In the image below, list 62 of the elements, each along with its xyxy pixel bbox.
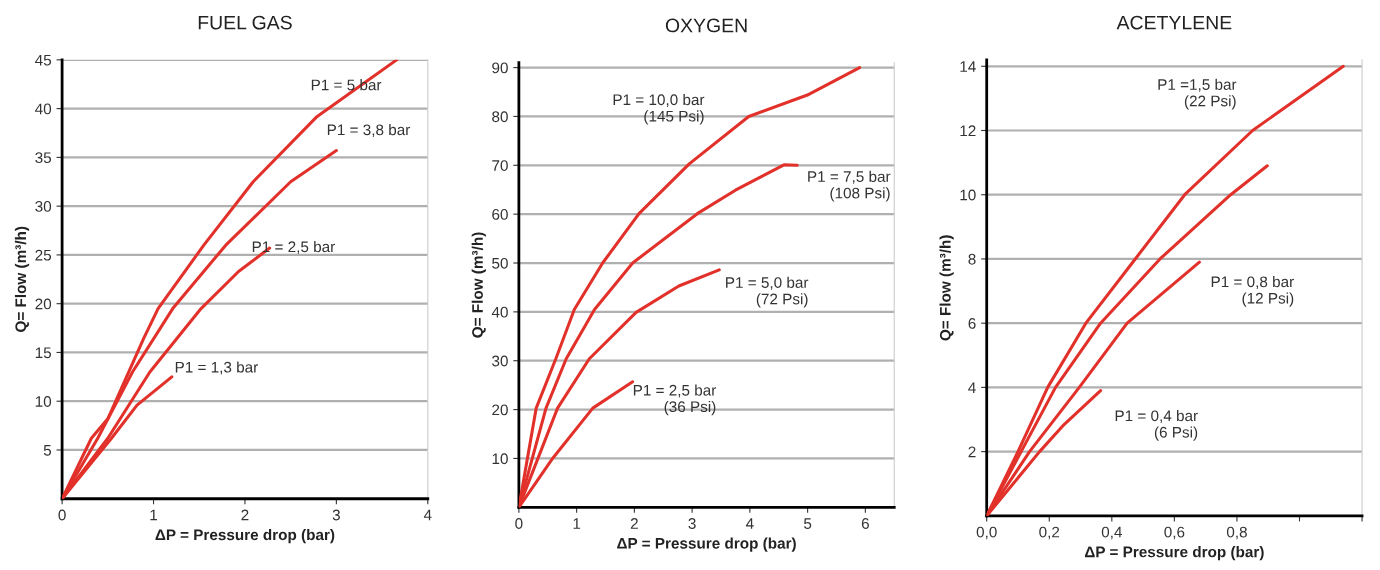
x-tick-label: 3 xyxy=(332,509,340,521)
y-tick-label: 25 xyxy=(35,249,52,261)
x-tick-label: 1 xyxy=(150,509,158,521)
x-axis-title: ΔP = Pressure drop (bar) xyxy=(155,528,335,544)
y-tick-label: 60 xyxy=(492,209,508,220)
x-tick-label: 0 xyxy=(515,518,523,529)
x-axis-title: ΔP = Pressure drop (bar) xyxy=(617,537,796,552)
series-label: P1 = 10,0 bar (145 Psi) xyxy=(613,93,705,125)
y-tick-label: 4 xyxy=(968,382,976,393)
y-axis-title: Q= Flow (m³/h) xyxy=(471,232,486,338)
series-label: P1 = 2,5 bar xyxy=(252,240,335,254)
y-axis-title: Q= Flow (m³/h) xyxy=(14,226,30,332)
y-tick-label: 35 xyxy=(35,152,52,164)
y-tick-label: 80 xyxy=(492,111,508,123)
y-tick-label: 15 xyxy=(35,347,52,359)
x-tick-label: 0 xyxy=(58,509,66,521)
y-tick-label: 10 xyxy=(960,189,976,201)
y-tick-label: 40 xyxy=(35,103,52,115)
x-tick-label: 5 xyxy=(803,518,812,529)
series-label: P1 = 0,4 bar (6 Psi) xyxy=(1115,409,1198,441)
y-tick-label: 30 xyxy=(492,355,508,367)
x-tick-label: 0,0 xyxy=(976,526,997,540)
chart-title: FUEL GAS xyxy=(198,15,292,30)
y-tick-label: 6 xyxy=(968,318,976,329)
y-tick-label: 8 xyxy=(968,253,976,265)
y-tick-label: 45 xyxy=(35,54,52,66)
y-tick-label: 30 xyxy=(35,201,52,212)
x-tick-label: 0,4 xyxy=(1101,526,1122,540)
y-tick-label: 20 xyxy=(492,404,508,416)
y-tick-label: 70 xyxy=(492,160,508,171)
series-label: P1 = 0,8 bar (12 Psi) xyxy=(1211,275,1294,307)
series-label: P1 = 1,3 bar xyxy=(175,361,258,375)
x-tick-label: 4 xyxy=(745,518,754,529)
x-tick-label: 0,8 xyxy=(1226,526,1247,540)
x-tick-label: 0,2 xyxy=(1039,526,1060,540)
x-tick-label: 2 xyxy=(241,509,249,521)
y-tick-label: 50 xyxy=(492,257,508,269)
chart-title: OXYGEN xyxy=(665,18,747,33)
x-tick-label: 6 xyxy=(861,518,869,529)
x-tick-label: 4 xyxy=(423,509,432,521)
y-tick-label: 20 xyxy=(35,298,52,310)
y-tick-label: 10 xyxy=(492,453,508,465)
y-tick-label: 90 xyxy=(492,62,508,74)
x-axis-title: ΔP = Pressure drop (bar) xyxy=(1084,546,1264,561)
y-tick-label: 2 xyxy=(968,446,976,458)
series-label: P1 = 5,0 bar (72 Psi) xyxy=(726,276,809,308)
series-label: P1 =1,5 bar (22 Psi) xyxy=(1158,78,1237,110)
y-tick-label: 40 xyxy=(491,306,508,318)
y-tick-label: 10 xyxy=(35,396,52,407)
series-label: P1 = 5 bar xyxy=(311,79,382,91)
y-axis-title: Q= Flow (m³/h) xyxy=(939,235,954,341)
y-tick-label: 12 xyxy=(960,125,976,137)
x-tick-label: 0,6 xyxy=(1164,526,1185,540)
chart-title: ACETYLENE xyxy=(1116,15,1232,30)
series-label: P1 = 7,5 bar (108 Psi) xyxy=(808,170,891,202)
y-tick-label: 5 xyxy=(43,445,52,456)
x-tick-label: 1 xyxy=(573,518,581,529)
series-label: P1 = 3,8 bar xyxy=(327,123,411,138)
x-tick-label: 2 xyxy=(630,518,638,529)
series-label: P1 = 2,5 bar (36 Psi) xyxy=(633,384,717,416)
x-tick-label: 3 xyxy=(688,518,696,529)
y-tick-label: 14 xyxy=(960,61,976,72)
